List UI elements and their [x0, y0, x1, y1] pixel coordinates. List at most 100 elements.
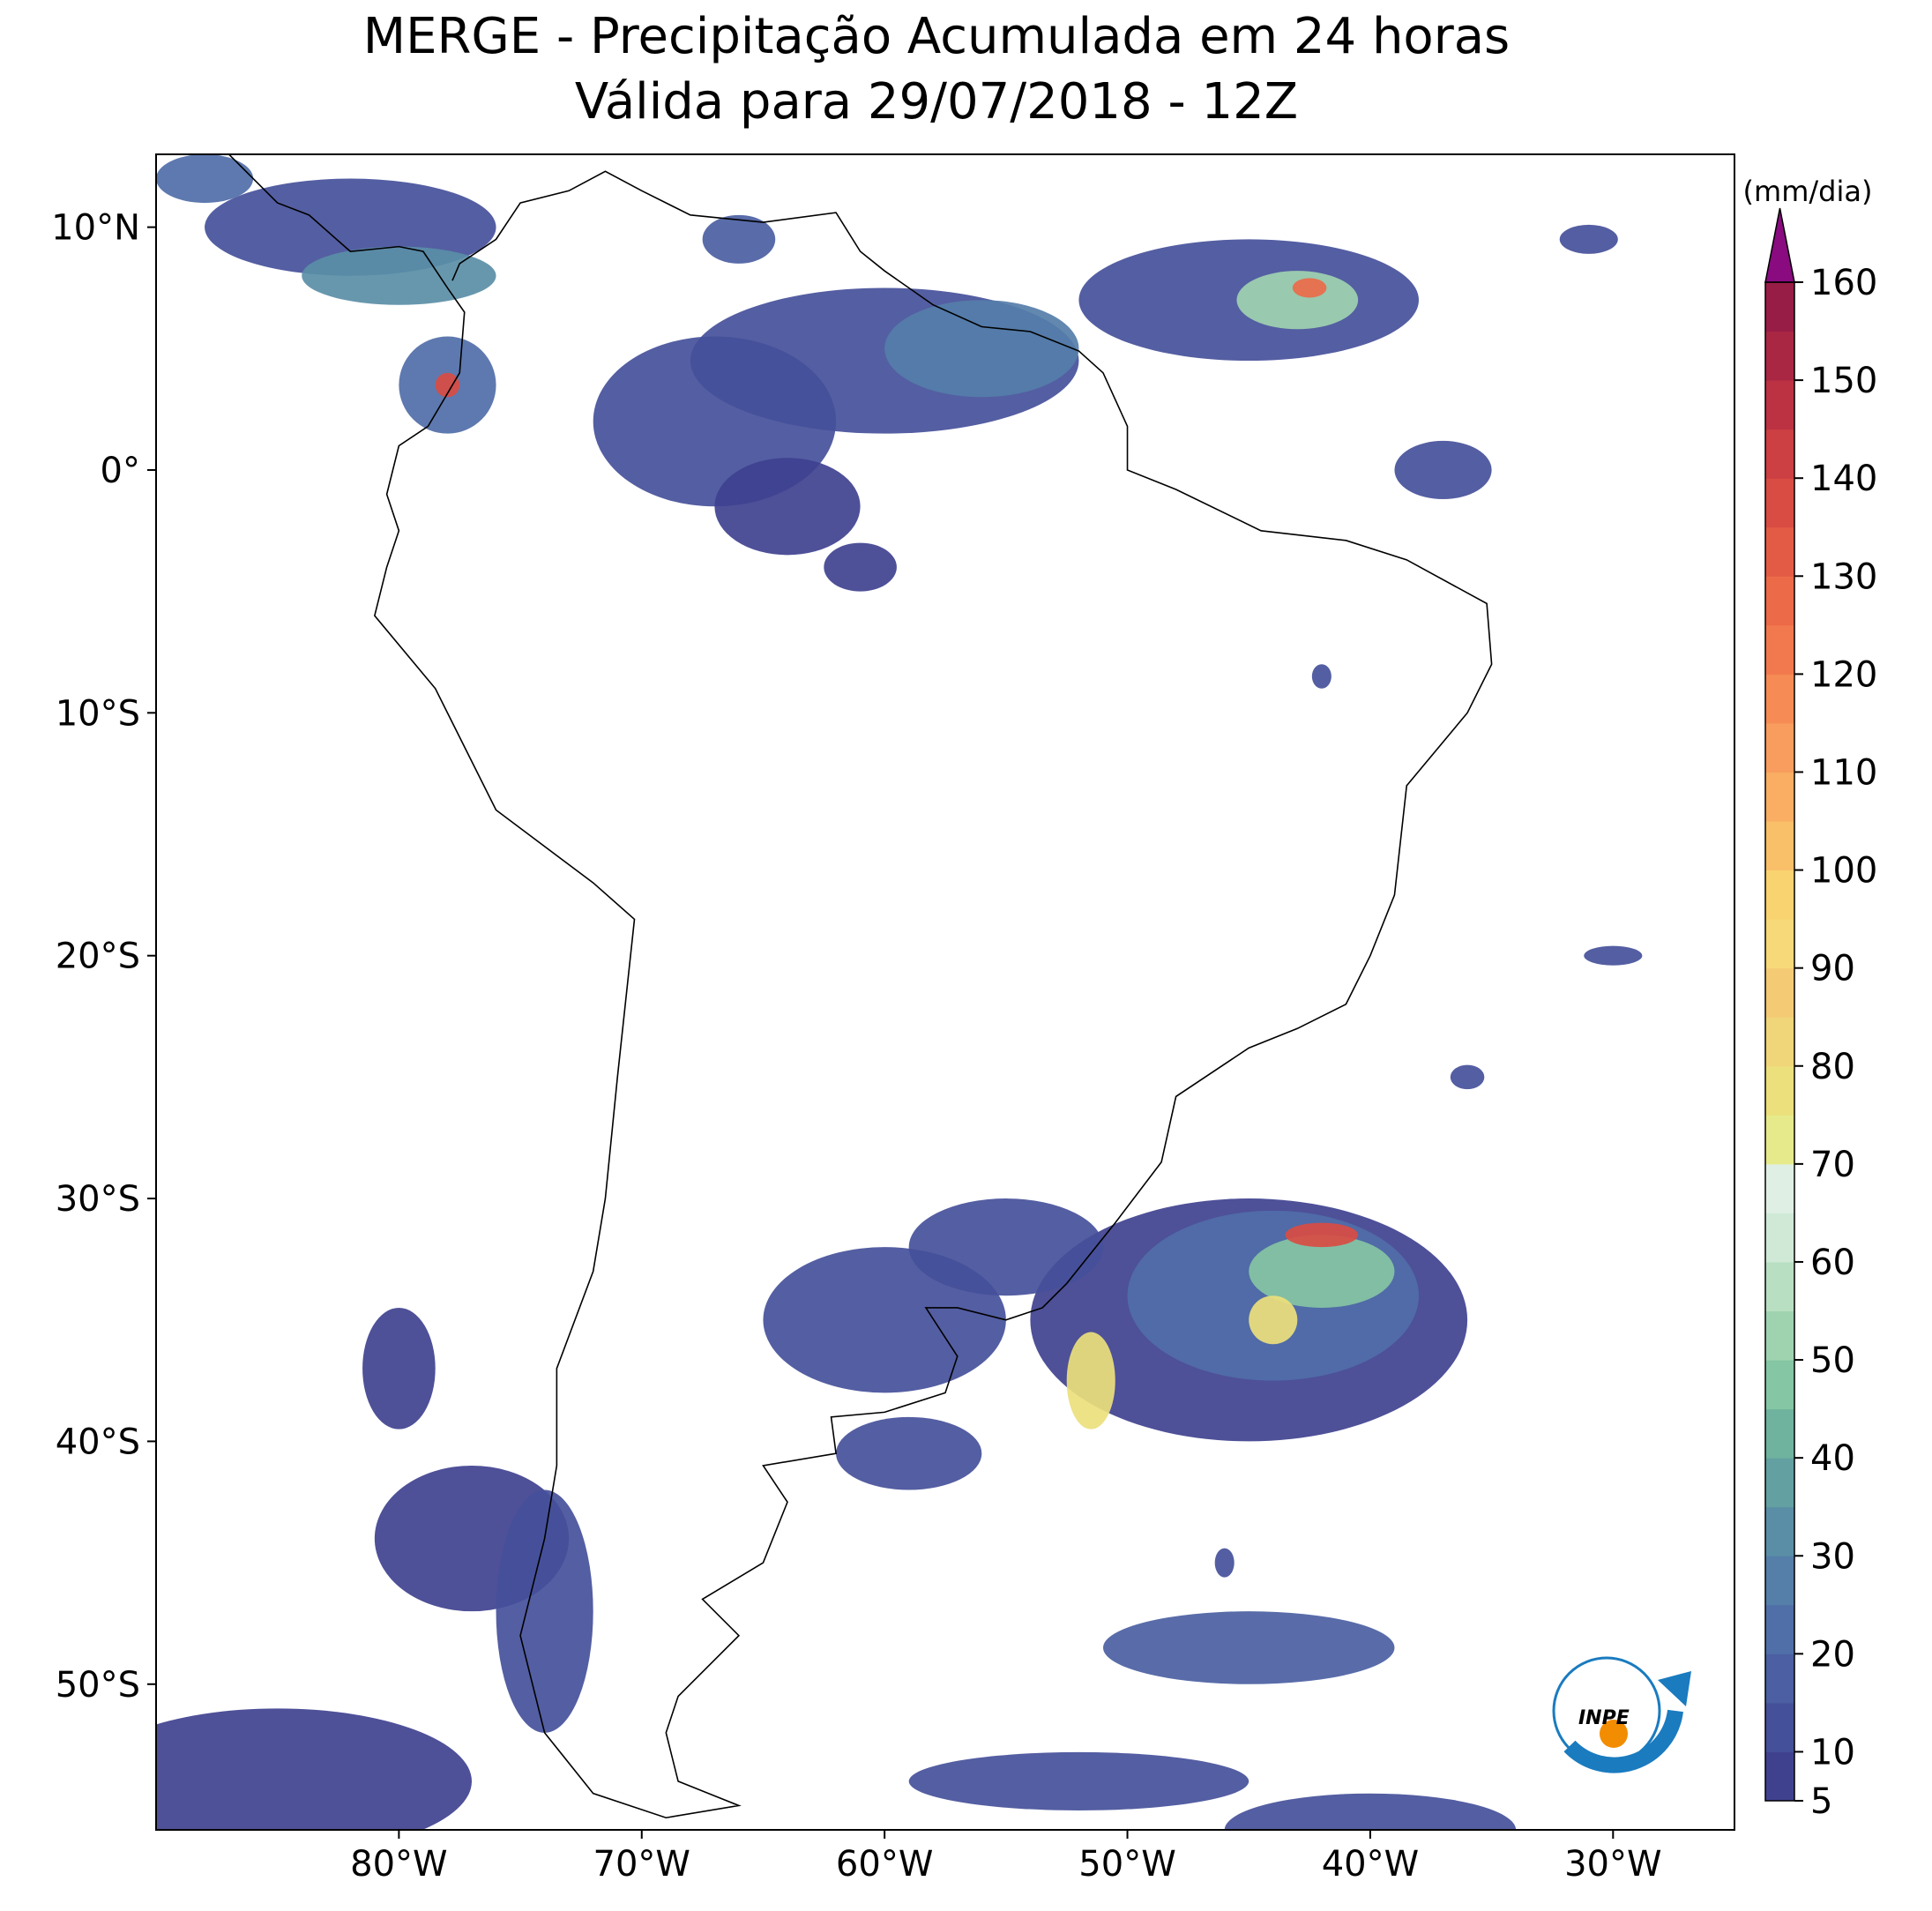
- colorbar-bin: [1765, 429, 1794, 479]
- colorbar-bin: [1765, 1065, 1794, 1116]
- precip-area: [1311, 664, 1332, 689]
- colorbar-tick-label: 160: [1810, 263, 1877, 303]
- colorbar-bin: [1765, 1702, 1794, 1752]
- y-tick-label: 10°N: [51, 208, 140, 249]
- colorbar-bin: [1765, 1017, 1794, 1067]
- precip-area: [1285, 1222, 1359, 1248]
- x-tick-label: 50°W: [1078, 1844, 1175, 1885]
- precip-area: [702, 214, 776, 264]
- colorbar-bin: [1765, 282, 1794, 332]
- colorbar-bin: [1765, 870, 1794, 920]
- precip-area: [156, 1708, 472, 1830]
- colorbar-bin: [1765, 1556, 1794, 1606]
- colorbar-bin: [1765, 1213, 1794, 1263]
- map-area: [156, 154, 1643, 1830]
- precip-area: [1584, 945, 1643, 966]
- colorbar-tick-label: 110: [1810, 752, 1877, 793]
- logo-arrow: [1658, 1671, 1691, 1706]
- coastline: [228, 154, 1493, 1819]
- colorbar-tick-label: 40: [1810, 1438, 1855, 1479]
- colorbar-bin: [1765, 1458, 1794, 1508]
- colorbar-tick-label: 100: [1810, 851, 1877, 892]
- logo: INPE: [1552, 1656, 1691, 1773]
- colorbar-bin: [1765, 576, 1794, 626]
- y-tick-label: 20°S: [56, 937, 140, 977]
- precip-area: [156, 154, 254, 204]
- logo-text: INPE: [1578, 1707, 1630, 1729]
- precip-area: [1103, 1611, 1395, 1684]
- precip-area: [884, 300, 1079, 398]
- precip-area: [1559, 224, 1618, 254]
- logo-dot: [1600, 1720, 1628, 1748]
- precip-area: [1394, 440, 1492, 500]
- y-tick-label: 0°: [101, 451, 140, 491]
- colorbar-tick-label: 60: [1810, 1243, 1855, 1283]
- precip-area: [1236, 271, 1359, 330]
- colorbar-frame: [1764, 281, 1795, 1802]
- x-tick-label: 40°W: [1322, 1844, 1419, 1885]
- colorbar-tick-label: 5: [1810, 1781, 1832, 1822]
- colorbar-bin: [1765, 1506, 1794, 1556]
- colorbar-tick-label: 10: [1810, 1732, 1855, 1773]
- precip-area: [824, 542, 897, 592]
- colorbar-bin: [1765, 1604, 1794, 1654]
- precip-area: [1249, 1295, 1298, 1345]
- colorbar-bin: [1765, 1115, 1794, 1165]
- precip-area: [302, 246, 496, 305]
- y-tick-label: 30°S: [56, 1179, 140, 1220]
- precip-area: [908, 1751, 1249, 1810]
- colorbar-bin: [1765, 919, 1794, 969]
- colorbar-bin: [1765, 526, 1794, 577]
- colorbar-tick-label: 140: [1810, 459, 1877, 499]
- colorbar-tick-label: 80: [1810, 1047, 1855, 1087]
- colorbar-bin: [1765, 967, 1794, 1018]
- colorbar-tick-label: 90: [1810, 949, 1855, 989]
- colorbar-extend: [1764, 207, 1795, 283]
- precip-area: [836, 1416, 982, 1490]
- y-tick-label: 10°S: [56, 693, 140, 734]
- x-tick-label: 70°W: [593, 1844, 690, 1885]
- colorbar-tick-label: 150: [1810, 361, 1877, 401]
- colorbar-bin: [1765, 1751, 1794, 1802]
- precip-area: [435, 372, 460, 398]
- precip-area: [1224, 1793, 1517, 1830]
- colorbar-bin: [1765, 1261, 1794, 1312]
- colorbar-bin: [1765, 1360, 1794, 1410]
- title-line-2: Válida para 29/07/2018 - 12Z: [575, 73, 1298, 131]
- precip-area: [496, 1489, 593, 1733]
- colorbar-bin: [1765, 478, 1794, 528]
- colorbar-bin: [1765, 772, 1794, 822]
- precip-area: [714, 458, 861, 556]
- colorbar-bin: [1765, 674, 1794, 724]
- colorbar-tick-label: 20: [1810, 1634, 1855, 1675]
- colorbar-bin: [1765, 1310, 1794, 1361]
- map-frame: [155, 153, 1735, 1831]
- colorbar-tick-label: 50: [1810, 1340, 1855, 1381]
- colorbar-bin: [1765, 331, 1794, 381]
- precip-area: [1450, 1064, 1485, 1090]
- colorbar-bin: [1765, 624, 1794, 675]
- colorbar-bin: [1765, 380, 1794, 430]
- colorbar-tick-label: 120: [1810, 654, 1877, 695]
- x-tick-label: 80°W: [350, 1844, 447, 1885]
- title-line-1: MERGE - Precipitação Acumulada em 24 hor…: [363, 8, 1510, 65]
- precip-area: [362, 1307, 436, 1430]
- y-tick-label: 40°S: [56, 1422, 140, 1462]
- colorbar-bin: [1765, 1163, 1794, 1213]
- precip-area: [1066, 1332, 1115, 1430]
- colorbar: 5 10 20 30 40 50 60 70 80 90 100 110 120 130 140 150 160: [1764, 207, 1877, 1822]
- colorbar-bin: [1765, 722, 1794, 773]
- precip-area: [908, 1198, 1104, 1296]
- colorbar-tick-label: 70: [1810, 1145, 1855, 1185]
- colorbar-label: (mm/dia): [1743, 175, 1873, 208]
- x-tick-label: 60°W: [836, 1844, 933, 1885]
- x-tick-label: 30°W: [1564, 1844, 1661, 1885]
- precip-area: [1249, 1235, 1395, 1308]
- logo-arc: [1563, 1709, 1683, 1773]
- precip-area: [1292, 278, 1327, 298]
- colorbar-bin: [1765, 821, 1794, 871]
- y-tick-label: 50°S: [56, 1665, 140, 1706]
- colorbar-tick-label: 30: [1810, 1536, 1855, 1577]
- precip-area: [1214, 1548, 1235, 1578]
